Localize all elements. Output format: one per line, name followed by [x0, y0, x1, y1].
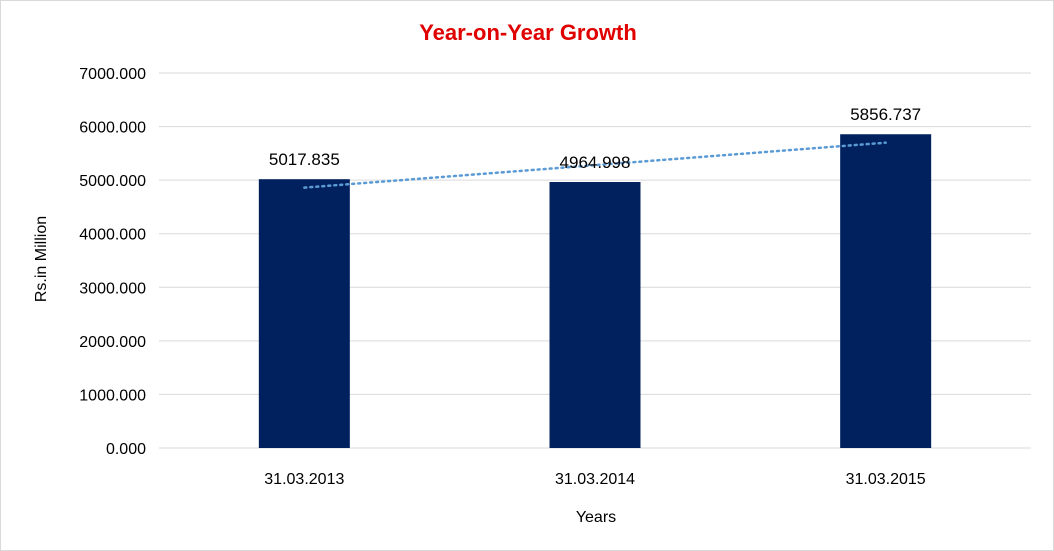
trendline-group — [303, 141, 887, 189]
data-labels: 5017.835 4964.998 5856.737 — [269, 105, 921, 172]
y-tick-label: 2000.000 — [79, 334, 146, 351]
y-tick-label: 4000.000 — [79, 227, 146, 244]
bar — [549, 182, 641, 449]
bar — [840, 134, 932, 449]
y-tick-label: 1000.000 — [79, 387, 146, 404]
y-tick-label: 5000.000 — [79, 173, 146, 190]
chart-title: Year-on-Year Growth — [419, 20, 637, 45]
x-axis-ticks: 31.03.2013 31.03.2014 31.03.2015 — [264, 471, 926, 488]
y-tick-label: 3000.000 — [79, 280, 146, 297]
x-axis-title: Years — [576, 509, 616, 526]
bar — [258, 179, 350, 448]
y-axis-ticks: 0.000 1000.000 2000.000 3000.000 4000.000 500… — [79, 66, 146, 458]
y-tick-label: 7000.000 — [79, 66, 146, 83]
data-label: 5856.737 — [850, 105, 921, 124]
x-tick-label: 31.03.2015 — [846, 471, 926, 488]
data-label: 5017.835 — [269, 150, 340, 169]
bars — [258, 134, 932, 449]
trendline — [303, 141, 887, 189]
x-tick-label: 31.03.2014 — [555, 471, 635, 488]
y-tick-label: 0.000 — [106, 441, 146, 458]
x-tick-label: 31.03.2013 — [264, 471, 344, 488]
data-label: 4964.998 — [560, 153, 631, 172]
y-tick-label: 6000.000 — [79, 120, 146, 137]
y-axis-title: Rs.in Million — [33, 216, 50, 302]
